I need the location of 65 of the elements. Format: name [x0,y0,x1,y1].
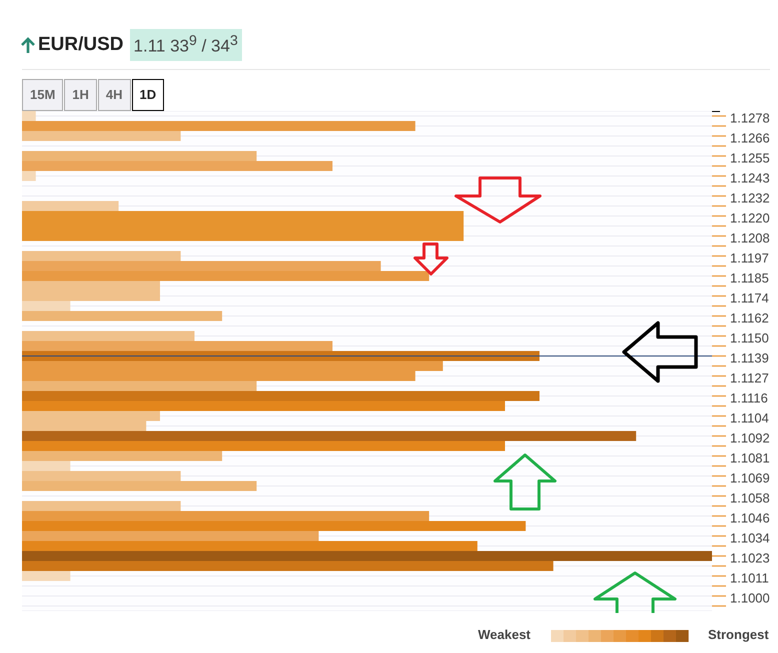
y-tick-label: 1.1116 [730,390,768,406]
bar [22,151,257,161]
bar [22,341,332,351]
y-tick-label: 1.1174 [730,290,769,306]
bar [22,121,416,131]
bar [22,431,636,441]
bar [22,531,319,541]
y-tick-label: 1.1000 [730,590,770,606]
bar [22,201,119,211]
y-tick-label: 1.1046 [730,510,770,526]
text: Weakest [478,627,531,642]
bar [22,381,257,391]
bar [22,401,505,411]
bar [22,331,194,341]
bar [22,261,381,271]
bar [22,351,540,361]
bar [22,501,181,511]
y-tick-label: 1.1220 [730,210,770,226]
y-tick-label: 1.1232 [730,190,770,206]
bar [22,271,430,281]
y-tick-label: 1.1081 [730,450,770,466]
bar [22,451,222,461]
bar [22,481,257,491]
y-tick-label: 1.1058 [730,490,770,506]
bar [22,251,181,261]
y-tick-label: 1.1162 [730,310,769,326]
text: 1H [64,79,97,111]
bar [22,461,70,471]
bar [22,471,181,481]
text: 15M [22,79,64,111]
y-tick-label: 1.1266 [730,130,770,146]
bar [22,111,36,121]
text: 1D [132,79,164,111]
chart-subtitle: 1.11 33$^{9}$ / 34$^{3}$ [130,29,242,61]
chart-title: EUR/USD [38,34,124,56]
y-tick-label: 1.1011 [730,570,769,586]
y-tick-label: 1.1104 [730,410,769,426]
bar [22,311,222,321]
y-tick-label: 1.1185 [730,270,769,286]
bar [22,391,540,401]
bar [22,441,505,451]
bar [22,131,181,141]
y-tick-label: 1.1139 [730,350,769,366]
bar [22,561,554,571]
y-tick-label: 1.1069 [730,470,770,486]
y-tick-label: 1.1150 [730,330,769,346]
y-tick-label: 1.1023 [730,550,770,566]
bar [22,161,332,171]
bar [22,301,70,311]
bar [22,571,70,581]
bar [22,541,478,551]
text: Strongest [708,627,769,642]
y-tick-label: 1.1243 [730,170,770,186]
y-tick-label: 1.1255 [730,150,770,166]
y-tick-label: 1.1034 [730,530,770,546]
bar [22,521,526,531]
y-tick-label: 1.1208 [730,230,770,246]
y-tick-label: 1.1127 [730,370,769,386]
y-tick-label: 1.1092 [730,430,770,446]
bar [22,551,712,561]
y-tick-label: 1.1197 [730,250,769,266]
y-tick-label: 1.1278 [730,110,770,126]
bar [22,171,36,181]
bar [22,511,430,521]
text: 4H [98,79,131,111]
